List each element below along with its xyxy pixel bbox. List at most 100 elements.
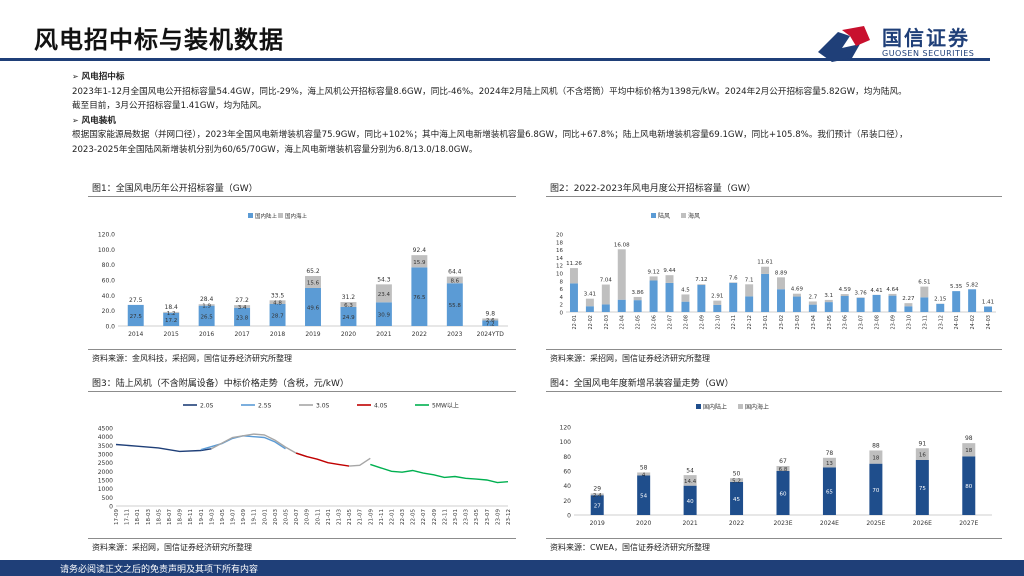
total-value-label: 4.5 [681, 287, 690, 293]
x-tick-label: 19-05 [220, 509, 226, 525]
bar-onshore [888, 295, 897, 312]
x-tick-label: 23-10 [906, 315, 912, 330]
total-value-label: 9.12 [647, 269, 659, 275]
bar-onshore [904, 306, 913, 312]
bar-offshore [590, 493, 604, 496]
y-tick-label: 1000 [98, 486, 113, 493]
segment-value-label: 40 [687, 499, 694, 505]
x-tick-label: 21-01 [326, 509, 332, 525]
bar-onshore [777, 289, 785, 312]
y-tick-label: 60.0 [102, 278, 116, 285]
total-value-label: 98 [965, 435, 973, 442]
bar-onshore [198, 305, 215, 326]
bar-offshore [649, 276, 658, 281]
y-tick-label: 0.0 [105, 324, 115, 331]
bar-onshore [824, 302, 833, 312]
y-tick-label: 2 [560, 303, 564, 309]
legend-label: 国内海上 [285, 212, 308, 220]
total-value-label: 4.41 [870, 288, 882, 294]
fig1-chart: 国内陆上 国内海上 0.0 20.0 40.0 60.0 80.0 100.0 120.0 27.… [98, 212, 508, 338]
segment-value-label: 15.9 [413, 260, 426, 266]
bar-offshore [962, 443, 976, 457]
bar-onshore [856, 297, 865, 312]
bar-onshore [127, 304, 144, 326]
total-value-label: 2.7 [808, 294, 817, 300]
x-tick-label: 23-12 [506, 509, 512, 525]
segment-value-label: 8.6 [450, 278, 459, 284]
y-tick-label: 20 [563, 498, 571, 505]
x-tick-label: 22-09 [699, 315, 705, 330]
title-underline [0, 58, 990, 61]
fig4-bottom-rule [546, 538, 1002, 539]
x-tick-label: 2024E [820, 520, 839, 527]
y-tick-label: 100 [560, 439, 572, 446]
bar-offshore [601, 284, 610, 305]
x-tick-label: 20-05 [284, 509, 290, 525]
total-value-label: 7.12 [695, 277, 707, 283]
bar-onshore [617, 299, 626, 312]
logo-text: 国信证券 [882, 26, 970, 50]
bar-onshore [681, 301, 690, 312]
segment-value-label: 15.6 [307, 280, 320, 286]
x-tick-label: 22-03 [400, 509, 406, 525]
y-tick-label: 3000 [98, 452, 113, 459]
bar-offshore [888, 293, 897, 296]
y-tick-label: 500 [102, 495, 114, 502]
bar-onshore [808, 304, 817, 312]
bar-onshore [637, 475, 651, 515]
x-tick-label: 24-01 [954, 315, 960, 330]
x-tick-label: 23-08 [875, 315, 881, 330]
x-tick-label: 22-02 [588, 315, 594, 330]
x-tick-label: 2016 [199, 331, 214, 338]
total-value-label: 2.27 [902, 296, 915, 302]
bar-offshore [840, 294, 849, 297]
fig4-top-rule [546, 391, 1002, 392]
x-tick-label: 22-08 [683, 315, 689, 330]
x-tick-label: 18-07 [167, 509, 173, 525]
bar-onshore [633, 300, 642, 312]
x-tick-label: 23-02 [779, 315, 785, 330]
segment-value-label: 16 [919, 453, 926, 459]
tender-line-2: 截至目前，3月公开招标容量1.41GW，均为陆风。 [72, 101, 267, 111]
bar-offshore [920, 286, 929, 298]
y-tick-label: 0 [560, 311, 564, 317]
y-tick-label: 100.0 [98, 247, 115, 254]
bar-offshore [745, 284, 754, 297]
x-tick-label: 22-07 [421, 509, 427, 525]
body-text: 风电招中标 2023年1-12月全国风电公开招标容量54.4GW，同比-29%，… [72, 70, 1002, 157]
total-value-label: 9.8 [485, 310, 495, 317]
bar-onshore [776, 471, 790, 515]
x-tick-label: 23-06 [843, 315, 849, 330]
tender-line-1: 2023年1-12月全国风电公开招标容量54.4GW，同比-29%，海上风机公开… [72, 86, 907, 97]
y-tick-label: 3500 [98, 443, 113, 450]
y-tick-label: 0 [109, 504, 113, 511]
bar-offshore [777, 277, 785, 290]
logo-emblem-icon [818, 26, 870, 62]
legend-swatch [248, 213, 253, 218]
x-tick-label: 20-09 [305, 509, 311, 525]
fig3-source: 资料来源：采招网，国信证券经济研究所整理 [92, 543, 252, 552]
footer-disclaimer: 请务必阅读正文之后的免责声明及其项下所有内容 [60, 565, 259, 575]
bar-offshore [340, 302, 357, 307]
x-tick-label: 2027E [959, 520, 978, 527]
legend-swatch [278, 213, 283, 218]
y-tick-label: 40 [563, 483, 571, 490]
x-tick-label: 22-01 [389, 509, 395, 525]
x-tick-label: 2019 [305, 331, 320, 338]
bar-offshore [411, 255, 428, 268]
x-tick-label: 2020 [341, 331, 356, 338]
total-value-label: 11.61 [757, 260, 773, 266]
bar-onshore [792, 296, 801, 312]
segment-value-label: 49.6 [307, 305, 320, 311]
x-tick-label: 23-03 [795, 315, 801, 330]
y-tick-label: 4500 [98, 426, 113, 433]
total-value-label: 9.44 [663, 268, 676, 274]
x-tick-label: 2020 [636, 520, 651, 527]
total-value-label: 7.6 [729, 275, 738, 281]
segment-value-label: 23.4 [378, 292, 391, 298]
segment-value-label: 1.2 [167, 311, 176, 317]
bar-onshore [697, 285, 706, 312]
total-value-label: 3.76 [855, 290, 868, 296]
